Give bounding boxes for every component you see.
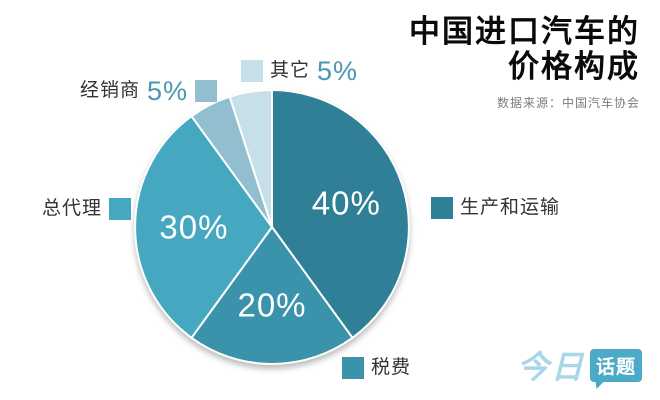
logo-script-text: 今日 [516, 349, 585, 385]
callout-taxes: 税费 [342, 356, 411, 380]
logo-speech-bubble: 话题 [589, 348, 642, 382]
callout-production-transport: 生产和运输 [431, 196, 560, 220]
legend-label-taxes: 税费 [371, 357, 412, 378]
pie-slices [134, 89, 410, 365]
pie-slice-2 [134, 115, 273, 339]
pie-slice-0 [271, 89, 410, 339]
legend-label-general-agent: 总代理 [42, 198, 103, 219]
data-source-note: 数据来源：中国汽车协会 [496, 96, 640, 110]
pie-inner-labels: 40% 20% 30% [159, 184, 381, 324]
pie-slice-4 [228, 89, 273, 228]
legend-swatch-others [241, 60, 263, 82]
legend-pct-dealer: 5% [147, 76, 189, 106]
pie-slice-pct-label-2: 30% [159, 209, 228, 246]
pie-slice-1 [190, 226, 354, 365]
legend-label-production-transport: 生产和运输 [460, 197, 561, 218]
legend-swatch-taxes [342, 357, 364, 379]
legend-label-dealer: 经销商 [80, 80, 141, 101]
legend-swatch-general-agent [109, 198, 132, 220]
pie-slice-pct-label-1: 20% [237, 287, 306, 324]
legend-swatch-dealer [195, 80, 218, 102]
brand-logo: 今日 话题 [517, 342, 642, 388]
legend-pct-others: 5% [317, 56, 359, 86]
callout-dealer: 经销商 5% [80, 76, 218, 106]
legend-swatch-production-transport [431, 197, 453, 219]
title-block: 中国进口汽车的 价格构成 数据来源：中国汽车协会 [409, 14, 640, 111]
legend-label-others: 其它 [270, 60, 311, 81]
page-title-line2: 价格构成 [508, 49, 640, 84]
page-title-line1: 中国进口汽车的 [409, 14, 640, 49]
pie-slice-pct-label-0: 40% [312, 184, 381, 221]
callout-general-agent: 总代理 [42, 197, 132, 221]
callout-others: 其它 5% [241, 56, 358, 86]
